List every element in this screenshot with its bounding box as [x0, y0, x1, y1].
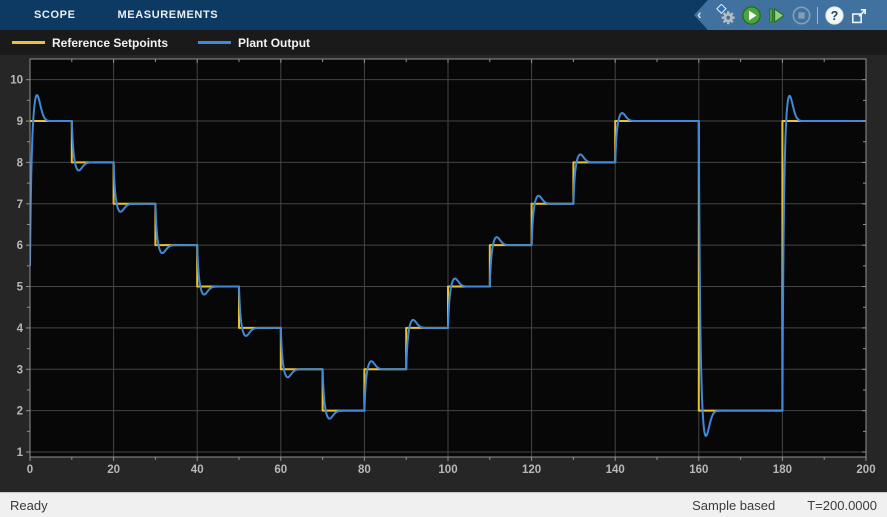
- y-tick-label: 7: [17, 199, 23, 211]
- status-text: Ready: [10, 497, 48, 513]
- y-tick-label: 1: [17, 447, 24, 459]
- configuration-gear-icon: [716, 4, 735, 25]
- x-tick-label: 120: [522, 464, 541, 476]
- configuration-button[interactable]: [714, 3, 738, 27]
- status-bar: Ready Sample based T=200.0000: [0, 492, 887, 517]
- run-button[interactable]: [739, 3, 763, 27]
- x-tick-label: 200: [856, 464, 875, 476]
- y-tick-label: 2: [17, 406, 23, 418]
- toolstrip-tabbar: SCOPE MEASUREMENTS ‹: [0, 0, 887, 30]
- y-tick-label: 10: [10, 75, 23, 87]
- popout-button[interactable]: [847, 3, 871, 27]
- x-tick-label: 140: [606, 464, 625, 476]
- x-tick-label: 0: [27, 464, 33, 476]
- x-tick-label: 180: [773, 464, 792, 476]
- help-button[interactable]: ?: [822, 3, 846, 27]
- sim-time-text: T=200.0000: [807, 497, 877, 513]
- popout-icon: [851, 8, 866, 23]
- legend-label: Reference Setpoints: [52, 35, 169, 50]
- x-tick-label: 80: [358, 464, 371, 476]
- y-tick-label: 9: [17, 116, 23, 128]
- step-forward-button[interactable]: [764, 3, 788, 27]
- x-tick-label: 20: [107, 464, 120, 476]
- y-tick-label: 6: [17, 240, 23, 252]
- y-tick-label: 8: [17, 157, 24, 169]
- legend-item-plant-output[interactable]: Plant Output: [198, 36, 310, 50]
- scope-chart-svg[interactable]: 0 20 40 60 80 100 120 140 160 180 200 1 2 3 4 5 6 7 8 9 10: [0, 55, 887, 492]
- x-tick-label: 100: [438, 464, 457, 476]
- step-forward-icon: [768, 7, 785, 23]
- stop-icon: [791, 5, 811, 25]
- y-tick-label: 3: [17, 364, 23, 376]
- sample-mode-text: Sample based: [692, 497, 776, 513]
- reference-line-swatch: [12, 41, 45, 44]
- plant-output-line-swatch: [198, 41, 232, 44]
- legend-label: Plant Output: [238, 35, 311, 50]
- tab-measurements[interactable]: MEASUREMENTS: [117, 9, 219, 21]
- tab-scope[interactable]: SCOPE: [34, 9, 76, 21]
- toolbar-separator: [817, 6, 818, 24]
- svg-text:?: ?: [830, 8, 838, 22]
- plant-output-line: [30, 94, 866, 437]
- y-tick-label: 4: [17, 323, 24, 335]
- stop-button[interactable]: [789, 3, 813, 27]
- y-tick-label: 5: [17, 282, 24, 294]
- x-tick-label: 40: [191, 464, 204, 476]
- help-icon: ?: [824, 5, 844, 25]
- legend-item-reference-setpoints[interactable]: Reference Setpoints: [12, 36, 168, 50]
- x-tick-label: 160: [689, 464, 708, 476]
- quick-access-toolbar: ‹: [694, 0, 887, 30]
- run-icon: [741, 5, 761, 25]
- legend-bar: Reference Setpoints Plant Output: [0, 30, 887, 55]
- x-tick-label: 60: [274, 464, 287, 476]
- scope-plot-area[interactable]: 0 20 40 60 80 100 120 140 160 180 200 1 2 3 4 5 6 7 8 9 10: [0, 55, 887, 492]
- collapse-chevron-icon[interactable]: ‹: [697, 6, 702, 22]
